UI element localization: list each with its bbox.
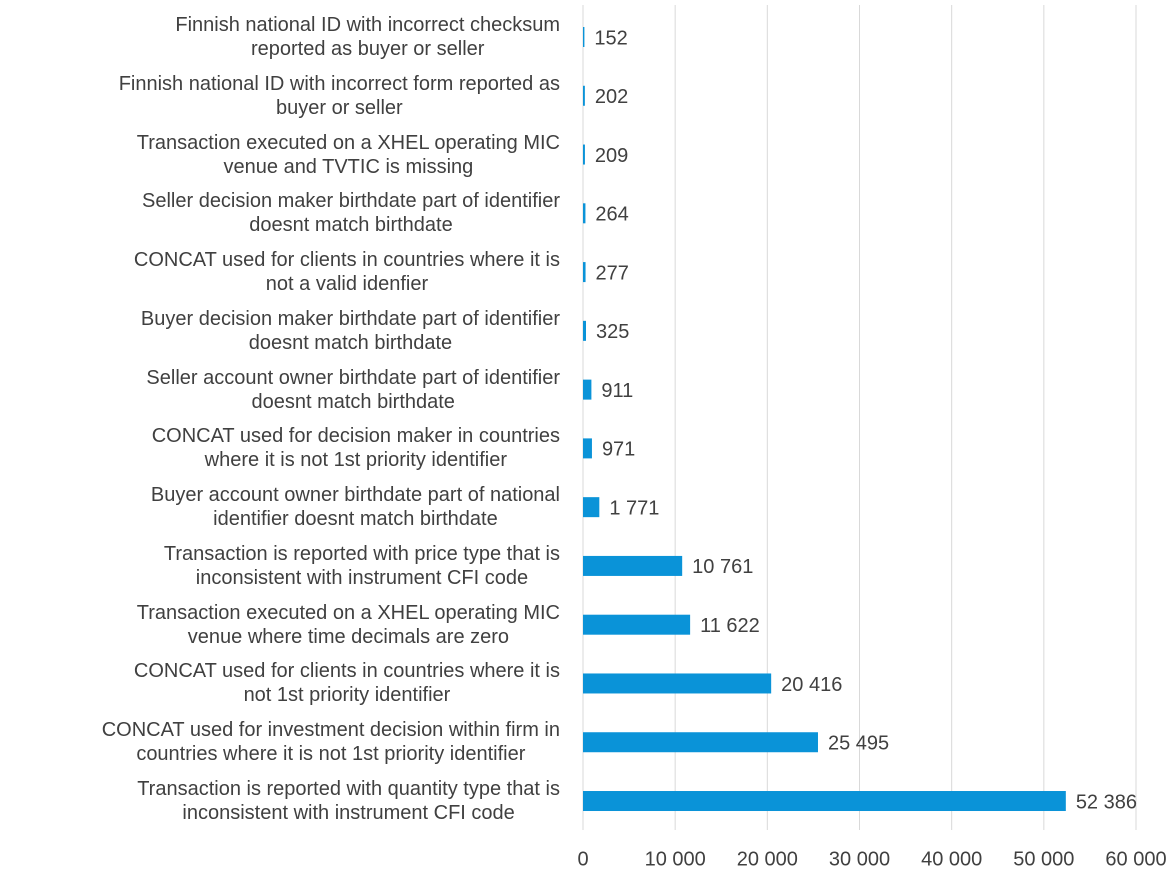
value-label: 10 761 (692, 556, 753, 578)
y-tick-label: Transaction is reported with price type … (163, 542, 560, 589)
y-tick-label: Transaction executed on a XHEL operating… (136, 601, 560, 648)
bar (583, 144, 585, 165)
bar (583, 27, 585, 47)
x-tick-label: 40 000 (921, 848, 982, 870)
value-label: 325 (596, 321, 629, 343)
bar (583, 203, 586, 224)
value-label: 264 (595, 204, 628, 226)
bar (583, 614, 691, 635)
x-tick-label: 20 000 (737, 848, 798, 870)
x-tick-label: 10 000 (645, 848, 706, 870)
bar (583, 379, 592, 400)
y-tick-label: Transaction executed on a XHEL operating… (136, 131, 560, 178)
y-tick-label: CONCAT used for decision maker in countr… (151, 425, 560, 472)
y-tick-label: Buyer account owner birthdate part of na… (150, 484, 560, 531)
value-label: 25 495 (828, 733, 889, 755)
value-label: 152 (594, 27, 627, 49)
y-tick-label: Finnish national ID with incorrect check… (175, 14, 560, 60)
value-label: 52 386 (1076, 791, 1137, 813)
bar (583, 262, 586, 283)
value-label: 1 771 (609, 497, 659, 519)
bar (583, 85, 585, 106)
x-tick-label: 0 (577, 848, 588, 870)
bar (583, 320, 586, 341)
y-tick-label: Buyer decision maker birthdate part of i… (140, 307, 560, 354)
bar (583, 673, 772, 694)
bar (583, 732, 818, 753)
y-tick-label: Seller decision maker birthdate part of … (142, 190, 560, 237)
y-tick-label: Finnish national ID with incorrect form … (118, 72, 560, 119)
bar (583, 555, 683, 576)
value-label: 11 622 (700, 615, 760, 637)
y-tick-label: CONCAT used for investment decision with… (101, 719, 560, 766)
value-label: 971 (602, 439, 635, 461)
value-label: 911 (601, 380, 633, 402)
x-tick-label: 50 000 (1013, 848, 1074, 870)
y-tick-label: CONCAT used for clients in countries whe… (133, 660, 560, 707)
y-tick-label: Transaction is reported with quantity ty… (137, 778, 560, 824)
y-tick-label: CONCAT used for clients in countries whe… (133, 249, 560, 296)
x-tick-label: 60 000 (1105, 848, 1166, 870)
value-label: 202 (595, 86, 628, 108)
value-label: 209 (595, 145, 628, 167)
value-label: 20 416 (781, 674, 842, 696)
bar (583, 438, 592, 459)
bar (583, 497, 600, 518)
bar (583, 791, 1066, 812)
y-tick-label: Seller account owner birthdate part of i… (146, 366, 560, 413)
x-tick-label: 30 000 (829, 848, 890, 870)
value-label: 277 (596, 262, 629, 284)
